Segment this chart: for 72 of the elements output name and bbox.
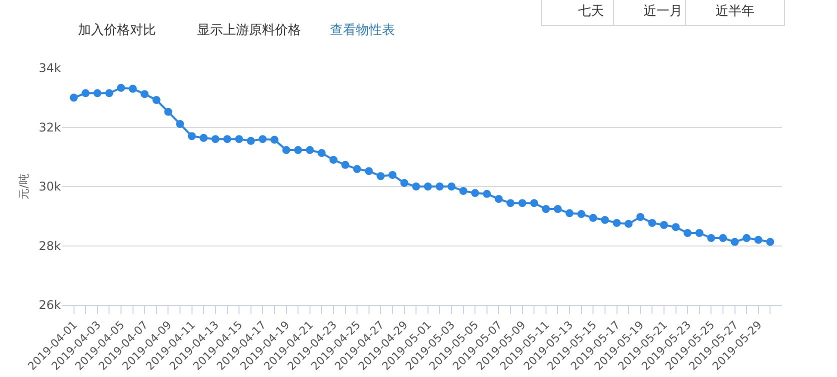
point	[589, 214, 598, 222]
point	[506, 199, 515, 208]
point	[211, 135, 220, 144]
point	[223, 135, 232, 144]
point	[577, 210, 586, 218]
point	[70, 94, 78, 102]
point	[518, 199, 526, 208]
point	[436, 182, 444, 190]
point	[730, 238, 739, 246]
text: 近半年	[716, 4, 754, 19]
point	[294, 146, 302, 154]
point	[600, 216, 609, 224]
point	[282, 146, 290, 154]
y-axis-title: 元/吨	[17, 174, 30, 200]
point	[140, 90, 149, 98]
point	[188, 132, 196, 140]
point	[742, 234, 751, 242]
y-tick-label: 26k	[38, 298, 62, 312]
point	[542, 205, 550, 214]
point	[471, 189, 480, 198]
point	[176, 120, 184, 128]
text: 七天	[578, 4, 604, 19]
point	[400, 178, 408, 187]
point	[388, 170, 396, 179]
y-tick-label: 34k	[38, 61, 62, 76]
point	[695, 229, 704, 238]
point	[684, 229, 692, 238]
point	[766, 238, 774, 246]
point	[754, 236, 762, 244]
point	[448, 182, 456, 190]
point	[459, 186, 468, 195]
point	[376, 172, 385, 180]
point	[200, 134, 208, 142]
point	[364, 167, 373, 176]
point	[554, 205, 562, 214]
text: 显示上游原料价格	[197, 23, 301, 38]
y-tick-label: 28k	[38, 238, 62, 253]
y-tick-label: 32k	[38, 120, 62, 134]
point	[424, 182, 432, 190]
point	[128, 84, 137, 93]
point	[246, 136, 255, 145]
point	[566, 209, 574, 218]
point	[353, 165, 362, 174]
point	[412, 182, 420, 190]
point	[164, 108, 172, 116]
point	[530, 199, 538, 208]
point	[612, 218, 621, 227]
point	[105, 89, 114, 98]
point	[270, 136, 278, 144]
point	[482, 190, 491, 198]
point	[93, 89, 102, 98]
point	[258, 135, 267, 144]
y-tick-label: 30k	[38, 180, 62, 194]
point	[636, 213, 644, 222]
text: 近一月	[644, 4, 682, 19]
point	[660, 221, 668, 230]
point	[117, 84, 126, 92]
point	[329, 156, 338, 164]
point	[718, 234, 727, 242]
point	[494, 194, 503, 203]
point	[152, 96, 160, 104]
point	[672, 223, 680, 232]
point	[306, 146, 314, 154]
text: 查看物性表	[330, 23, 395, 38]
point	[707, 234, 716, 242]
point	[82, 89, 90, 98]
text: 加入价格对比	[78, 23, 156, 38]
point	[624, 220, 633, 228]
point	[235, 135, 244, 144]
point	[341, 160, 350, 169]
point	[318, 149, 326, 158]
point	[648, 218, 656, 227]
